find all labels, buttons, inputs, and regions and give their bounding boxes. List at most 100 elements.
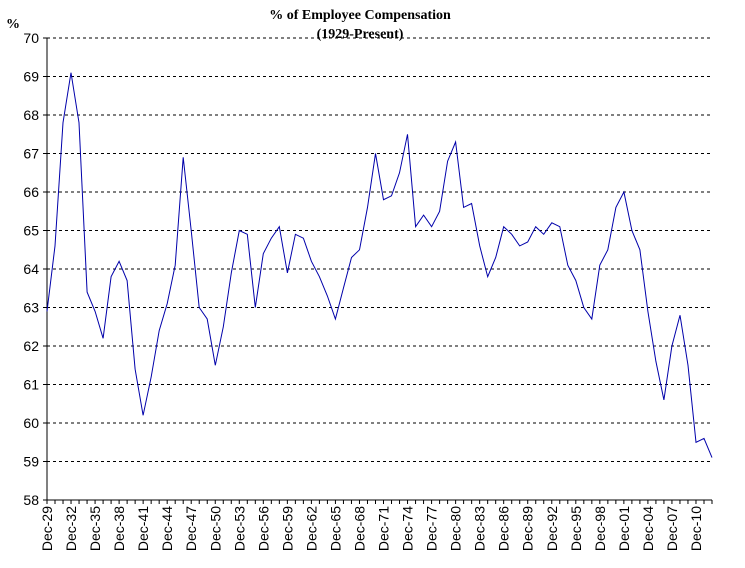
data-point (671, 345, 673, 347)
data-point (222, 326, 224, 328)
y-tick-label: 67 (23, 146, 39, 162)
data-point (102, 337, 104, 339)
x-tick-label: Dec-56 (255, 506, 271, 551)
x-tick-label: Dec-47 (183, 506, 199, 551)
y-tick-label: 62 (23, 338, 39, 354)
data-point (470, 202, 472, 204)
data-point (687, 364, 689, 366)
data-point (214, 364, 216, 366)
y-tick-label: 60 (23, 415, 39, 431)
x-tick-label: Dec-01 (616, 506, 632, 551)
data-point (158, 329, 160, 331)
data-point (358, 249, 360, 251)
data-point (230, 272, 232, 274)
chart-subtitle: (1929-Present) (317, 27, 404, 42)
data-point (711, 456, 713, 458)
data-point (446, 160, 448, 162)
data-point (695, 441, 697, 443)
data-point (438, 210, 440, 212)
y-tick-label: 69 (23, 69, 39, 85)
data-point (86, 291, 88, 293)
y-tick-label: 58 (23, 492, 39, 508)
data-point (366, 206, 368, 208)
y-tick-label: 66 (23, 184, 39, 200)
y-tick-label: 65 (23, 223, 39, 239)
data-point (198, 306, 200, 308)
x-tick-label: Dec-86 (496, 506, 512, 551)
series-line (46, 72, 713, 458)
x-axis-ticks: Dec-29 Dec-32 Dec-35 Dec-38 Dec-41 Dec-44 Dec-… (39, 500, 713, 551)
y-axis-ticks: 58 59 60 61 62 63 64 65 66 67 68 69 70 (23, 30, 47, 508)
data-point (334, 318, 336, 320)
chart-title: % of Employee Compensation (269, 8, 451, 23)
data-point (150, 376, 152, 378)
data-point (559, 226, 561, 228)
x-tick-label: Dec-41 (135, 506, 151, 551)
data-point (278, 226, 280, 228)
x-tick-label: Dec-29 (39, 506, 55, 551)
x-tick-label: Dec-44 (159, 506, 175, 551)
data-point (134, 368, 136, 370)
data-point (270, 237, 272, 239)
y-tick-label: 63 (23, 300, 39, 316)
x-tick-label: Dec-53 (231, 506, 247, 551)
data-point (62, 122, 64, 124)
data-point (519, 245, 521, 247)
data-point (591, 318, 593, 320)
data-point (310, 260, 312, 262)
data-point (406, 133, 408, 135)
data-point (238, 229, 240, 231)
data-point (623, 191, 625, 193)
x-tick-label: Dec-07 (664, 506, 680, 551)
data-point (567, 264, 569, 266)
data-point (454, 141, 456, 143)
series-line-group (46, 72, 713, 458)
data-point (551, 222, 553, 224)
x-tick-label: Dec-71 (376, 506, 392, 551)
y-tick-label: 68 (23, 107, 39, 123)
axes (46, 38, 712, 501)
y-axis-label: % (6, 17, 20, 32)
data-point (110, 276, 112, 278)
data-point (390, 195, 392, 197)
x-tick-label: Dec-80 (448, 506, 464, 551)
data-point (398, 172, 400, 174)
y-tick-label: 61 (23, 377, 39, 393)
data-point (631, 229, 633, 231)
data-point (511, 233, 513, 235)
data-point (462, 206, 464, 208)
y-tick-label: 64 (23, 261, 39, 277)
data-point (246, 233, 248, 235)
x-tick-label: Dec-04 (640, 506, 656, 551)
data-point (342, 287, 344, 289)
data-point (422, 214, 424, 216)
x-tick-label: Dec-74 (400, 506, 416, 551)
data-point (575, 279, 577, 281)
x-tick-label: Dec-77 (424, 506, 440, 551)
x-tick-label: Dec-92 (544, 506, 560, 551)
data-point (350, 256, 352, 258)
data-point (607, 249, 609, 251)
gridlines (47, 37, 712, 462)
data-point (655, 360, 657, 362)
x-tick-label: Dec-65 (327, 506, 343, 551)
data-point (118, 260, 120, 262)
data-point (374, 152, 376, 154)
data-point (503, 226, 505, 228)
data-point (206, 318, 208, 320)
x-tick-label: Dec-89 (520, 506, 536, 551)
data-point (190, 229, 192, 231)
data-point (495, 256, 497, 258)
data-point (126, 279, 128, 281)
data-point (78, 122, 80, 124)
x-tick-label: Dec-50 (207, 506, 223, 551)
data-point (70, 72, 72, 74)
data-point (262, 252, 264, 254)
y-tick-label: 59 (23, 454, 39, 470)
data-point (54, 245, 56, 247)
data-point (599, 264, 601, 266)
data-point (639, 249, 641, 251)
y-tick-label: 70 (23, 30, 39, 46)
data-point (46, 310, 48, 312)
